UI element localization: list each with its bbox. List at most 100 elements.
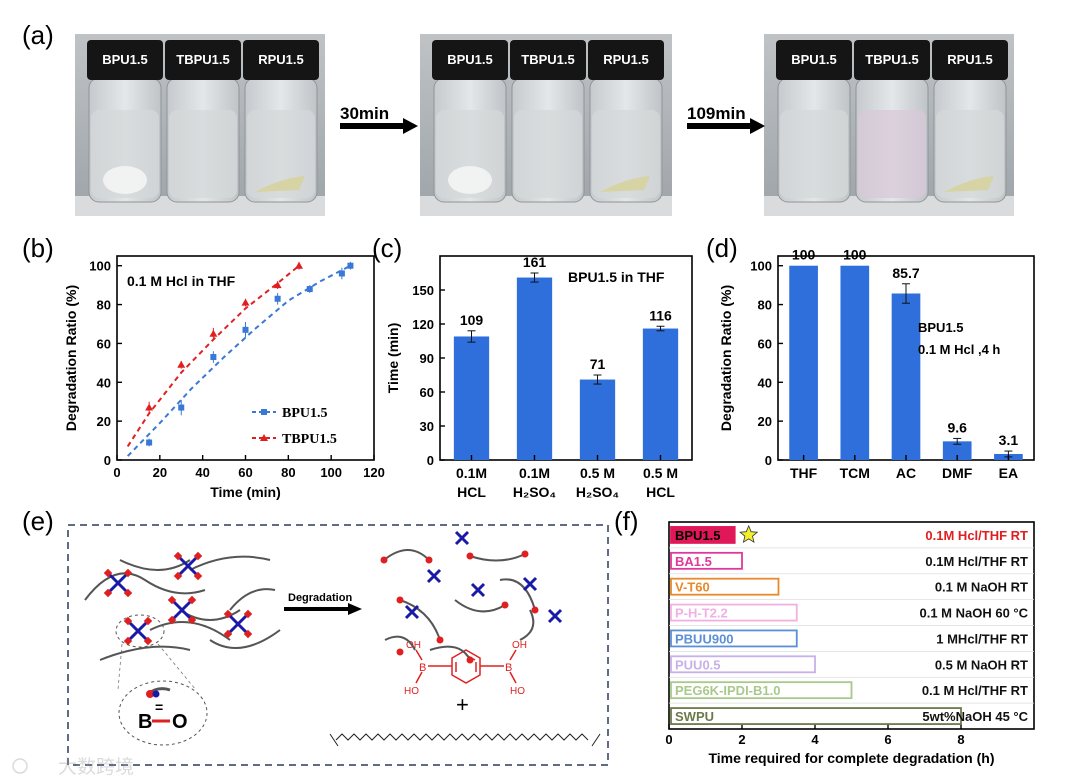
bar-BA1.5: [670, 551, 743, 570]
bar-PUU0.5: [670, 655, 816, 674]
panel-label-a: (a): [22, 20, 54, 50]
condition-label: 5wt%NaOH 45 °C: [922, 709, 1028, 724]
vial-label: BPU1.5: [102, 52, 148, 67]
x-tick-label: 0.1M: [519, 465, 550, 481]
x-tick-label: EA: [999, 465, 1018, 481]
chain-end-dot: [436, 636, 444, 644]
boron-right: B: [505, 662, 512, 674]
chain-end-dot: [380, 556, 388, 564]
polymer-chain: [229, 588, 276, 611]
data-point-BPU1.5: [306, 286, 313, 293]
x-tick-label: 100: [320, 465, 342, 480]
plus-sign: +: [456, 692, 469, 717]
free-crosslinker-icon: [470, 582, 486, 598]
bar-BPU1.5: [670, 526, 736, 544]
data-point-BPU1.5: [338, 270, 345, 277]
vial-label: TBPU1.5: [865, 52, 918, 67]
degraded-chain: [399, 599, 441, 641]
data-point-BPU1.5: [210, 354, 217, 361]
bar-value-label: 3.1: [999, 432, 1019, 448]
data-point-TBPU1.5: [273, 281, 282, 289]
left-oh-bottom-bond: [415, 671, 423, 684]
condition-label: 0.1 M NaOH RT: [935, 580, 1028, 595]
x-tick-label: TCM: [840, 465, 870, 481]
condition-label: 0.1M Hcl/THF RT: [925, 528, 1028, 543]
fit-line-BPU1.5: [126, 264, 351, 457]
degraded-chain: [429, 645, 471, 661]
bar-3: [642, 328, 679, 460]
y-tick-label: 60: [97, 336, 111, 351]
x-tick-label: 80: [281, 465, 295, 480]
chain-end-dot: [521, 550, 529, 558]
degradation-arrow-head: [348, 603, 362, 615]
x-tick-label: H₂SO₄: [513, 484, 556, 500]
chain-end-dot: [396, 596, 404, 604]
y-tick-label: 20: [97, 414, 111, 429]
bar-label: V-T60: [675, 580, 710, 595]
legend-label: BPU1.5: [282, 406, 328, 421]
bond-o-label: O: [172, 711, 188, 733]
y-axis-label: Degradation Ratio (%): [63, 285, 79, 431]
x-tick-label: 0.1M: [456, 465, 487, 481]
chart-c: 0 30 60 90 120 150 Time (min) 109 0.1M HCL 161 0.1M…: [385, 254, 693, 500]
data-point-BPU1.5: [146, 439, 153, 446]
zoom-line-right: [157, 643, 197, 691]
x-tick-label: 8: [957, 732, 964, 747]
chart-title: 0.1 M Hcl in THF: [127, 273, 236, 289]
crosslinker-icon: [172, 600, 192, 620]
x-tick-label: HCL: [457, 484, 486, 500]
vial-cap: [165, 40, 241, 80]
oh-right-bottom: HO: [510, 686, 525, 697]
x-tick-label: 120: [363, 465, 385, 480]
degraded-chain: [499, 578, 536, 611]
chain-end-dot: [501, 601, 509, 609]
bar-label: BPU1.5: [675, 528, 721, 543]
y-axis-label: Degradation Ratio (%): [718, 285, 734, 431]
degradation-arrow-label: Degradation: [288, 592, 352, 604]
chart-d: 0 20 40 60 80 100 Degradation Ratio (%) 100 THF 1…: [718, 247, 1035, 481]
y-tick-label: 0: [104, 453, 111, 468]
free-crosslinker-icon: [522, 576, 538, 592]
vial-liquid: [936, 110, 1004, 198]
x-tick-label: THF: [790, 465, 818, 481]
x-tick-label: 4: [811, 732, 819, 747]
degraded-chain: [384, 635, 416, 651]
data-point-BPU1.5: [347, 262, 354, 269]
degraded-chain: [383, 549, 430, 561]
vial-photos: BPU1.5 TBPU1.5 RPU1.5 BPU1.5 TBPU1.5 RPU1.5 BP…: [75, 34, 1014, 216]
chart-title: BPU1.5 in THF: [568, 269, 665, 285]
benzene-ring: [451, 649, 481, 684]
chart-annotation: 0.1 M Hcl ,4 h: [918, 342, 1000, 357]
bar-label: PEG6K-IPDI-B1.0: [675, 683, 780, 698]
arrow-109min-label: 109min: [687, 104, 746, 123]
zoom-line-left: [117, 643, 123, 691]
y-tick-label: 20: [758, 414, 772, 429]
y-tick-label: 60: [420, 385, 434, 400]
free-crosslinker-icon: [426, 568, 442, 584]
white-sample: [448, 166, 492, 194]
polymer-chain: [84, 572, 206, 601]
data-point-TBPU1.5: [209, 329, 218, 337]
condition-label: 0.1M Hcl/THF RT: [925, 554, 1028, 569]
bar-value-label: 85.7: [892, 265, 919, 281]
y-tick-label: 80: [97, 298, 111, 313]
bar-PBUU900: [670, 629, 798, 648]
chart-b: 0 20 40 60 80 100 120 0 20 40 60 80 100 Time (min) Deg…: [63, 255, 385, 500]
free-crosslinker-icon: [547, 608, 563, 624]
y-tick-label: 0: [765, 453, 772, 468]
vial-cap: [432, 40, 508, 80]
chain-end-dot: [396, 648, 404, 656]
crosslinker-icon: [178, 556, 198, 576]
x-tick-label: 0: [665, 732, 672, 747]
vial-cap: [243, 40, 319, 80]
y-axis-label: Time (min): [385, 323, 401, 394]
y-tick-label: 90: [420, 351, 434, 366]
vial-label: TBPU1.5: [176, 52, 229, 67]
vial-liquid: [780, 110, 848, 198]
data-point-TBPU1.5: [241, 298, 250, 306]
left-oh-top-bond: [415, 649, 423, 661]
chain-end-dot: [466, 552, 474, 560]
x-axis-label: Time (min): [210, 484, 281, 500]
condition-label: 0.5 M NaOH RT: [935, 657, 1028, 672]
